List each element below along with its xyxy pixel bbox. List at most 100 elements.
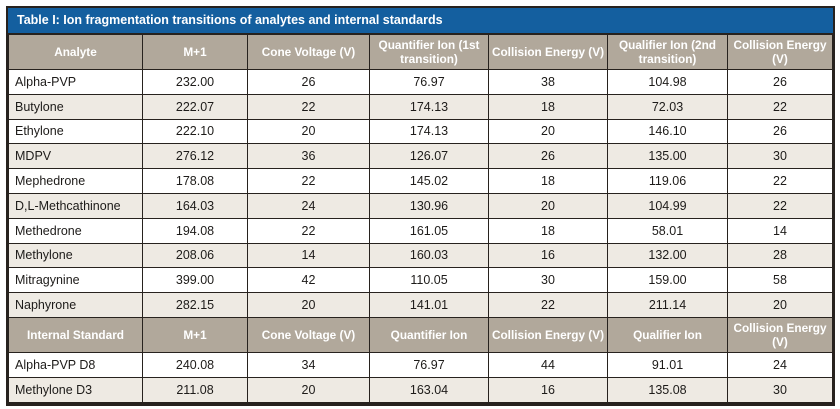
value-cell: 34 xyxy=(247,351,370,378)
value-cell: 160.03 xyxy=(369,242,489,269)
analytes-header-cell: Collision Energy (V) xyxy=(488,34,608,70)
value-cell: 22 xyxy=(247,217,370,244)
internal-standards-header-cell: Collision Energy (V) xyxy=(727,316,833,353)
value-cell: 222.07 xyxy=(142,93,248,120)
table-title: Table I: Ion fragmentation transitions o… xyxy=(8,8,833,34)
value-cell: 76.97 xyxy=(369,351,489,378)
value-cell: 194.08 xyxy=(142,217,248,244)
value-cell: 91.01 xyxy=(607,351,728,378)
analyte-name-cell: Butylone xyxy=(8,93,143,120)
value-cell: 104.98 xyxy=(607,69,728,95)
internal-standard-row: Methylone D3 211.08 20 163.04 16 135.08 30 xyxy=(8,376,833,403)
value-cell: 20 xyxy=(727,292,833,318)
value-cell: 72.03 xyxy=(607,93,728,120)
value-cell: 135.08 xyxy=(607,376,728,403)
value-cell: 130.96 xyxy=(369,192,489,219)
analyte-name-cell: Methylone xyxy=(8,242,143,269)
value-cell: 174.13 xyxy=(369,118,489,145)
ion-fragmentation-table: Analyte M+1 Cone Voltage (V) Quantifier Ion… xyxy=(8,34,833,403)
analyte-row: Mitragynine 399.00 42 110.05 30 159.00 58 xyxy=(8,267,833,294)
analytes-header-cell: Cone Voltage (V) xyxy=(247,34,370,70)
analytes-header-cell: Analyte xyxy=(8,34,143,70)
internal-standards-header-cell: Quantifier Ion xyxy=(369,316,489,353)
value-cell: 28 xyxy=(727,242,833,269)
value-cell: 42 xyxy=(247,267,370,294)
value-cell: 26 xyxy=(727,118,833,145)
analyte-name-cell: Mitragynine xyxy=(8,267,143,294)
internal-standards-body: Alpha-PVP D8 240.08 34 76.97 44 91.01 24 Methyl… xyxy=(8,351,833,403)
value-cell: 22 xyxy=(488,292,608,318)
value-cell: 26 xyxy=(488,143,608,170)
value-cell: 20 xyxy=(488,192,608,219)
value-cell: 26 xyxy=(727,69,833,95)
analytes-header-cell: Quantifier Ion (1st transition) xyxy=(369,34,489,70)
value-cell: 161.05 xyxy=(369,217,489,244)
value-cell: 36 xyxy=(247,143,370,170)
value-cell: 20 xyxy=(247,292,370,318)
value-cell: 14 xyxy=(727,217,833,244)
internal-standards-header-cell: Internal Standard xyxy=(8,316,143,353)
value-cell: 164.03 xyxy=(142,192,248,219)
value-cell: 104.99 xyxy=(607,192,728,219)
value-cell: 232.00 xyxy=(142,69,248,95)
table-frame: Table I: Ion fragmentation transitions o… xyxy=(6,6,835,406)
value-cell: 26 xyxy=(247,69,370,95)
analyte-name-cell: Alpha-PVP xyxy=(8,69,143,95)
analytes-body: Alpha-PVP 232.00 26 76.97 38 104.98 26 Butylone… xyxy=(8,69,833,318)
value-cell: 22 xyxy=(247,168,370,194)
analyte-row: Ethylone 222.10 20 174.13 20 146.10 26 xyxy=(8,118,833,145)
value-cell: 30 xyxy=(488,267,608,294)
analyte-row: MDPV 276.12 36 126.07 26 135.00 30 xyxy=(8,143,833,170)
value-cell: 24 xyxy=(247,192,370,219)
value-cell: 135.00 xyxy=(607,143,728,170)
value-cell: 282.15 xyxy=(142,292,248,318)
internal-standards-header-cell: Qualifier Ion xyxy=(607,316,728,353)
analyte-name-cell: Methylone D3 xyxy=(8,376,143,403)
value-cell: 208.06 xyxy=(142,242,248,269)
analytes-header-cell: Qualifier Ion (2nd transition) xyxy=(607,34,728,70)
value-cell: 30 xyxy=(727,376,833,403)
value-cell: 14 xyxy=(247,242,370,269)
value-cell: 22 xyxy=(727,168,833,194)
value-cell: 30 xyxy=(727,143,833,170)
value-cell: 163.04 xyxy=(369,376,489,403)
analyte-row: Methylone 208.06 14 160.03 16 132.00 28 xyxy=(8,242,833,269)
analyte-name-cell: Alpha-PVP D8 xyxy=(8,351,143,378)
analyte-name-cell: MDPV xyxy=(8,143,143,170)
value-cell: 240.08 xyxy=(142,351,248,378)
analyte-name-cell: D,L-Methcathinone xyxy=(8,192,143,219)
analyte-row: Mephedrone 178.08 22 145.02 18 119.06 22 xyxy=(8,168,833,194)
value-cell: 399.00 xyxy=(142,267,248,294)
analytes-header-cell: M+1 xyxy=(142,34,248,70)
value-cell: 18 xyxy=(488,93,608,120)
value-cell: 44 xyxy=(488,351,608,378)
analyte-name-cell: Mephedrone xyxy=(8,168,143,194)
analytes-header-cell: Collision Energy (V) xyxy=(727,34,833,70)
analyte-name-cell: Ethylone xyxy=(8,118,143,145)
value-cell: 211.08 xyxy=(142,376,248,403)
value-cell: 58 xyxy=(727,267,833,294)
value-cell: 110.05 xyxy=(369,267,489,294)
value-cell: 22 xyxy=(247,93,370,120)
analytes-header-row: Analyte M+1 Cone Voltage (V) Quantifier Ion… xyxy=(8,34,833,70)
analytes-header-row: Analyte M+1 Cone Voltage (V) Quantifier Ion… xyxy=(8,34,833,70)
value-cell: 16 xyxy=(488,242,608,269)
value-cell: 159.00 xyxy=(607,267,728,294)
internal-standards-header-cell: M+1 xyxy=(142,316,248,353)
analyte-name-cell: Methedrone xyxy=(8,217,143,244)
analyte-row: Butylone 222.07 22 174.13 18 72.03 22 xyxy=(8,93,833,120)
value-cell: 20 xyxy=(247,376,370,403)
value-cell: 276.12 xyxy=(142,143,248,170)
value-cell: 222.10 xyxy=(142,118,248,145)
value-cell: 24 xyxy=(727,351,833,378)
value-cell: 18 xyxy=(488,217,608,244)
value-cell: 132.00 xyxy=(607,242,728,269)
value-cell: 174.13 xyxy=(369,93,489,120)
value-cell: 20 xyxy=(247,118,370,145)
value-cell: 119.06 xyxy=(607,168,728,194)
value-cell: 211.14 xyxy=(607,292,728,318)
analyte-row: D,L-Methcathinone 164.03 24 130.96 20 104.99 2… xyxy=(8,192,833,219)
value-cell: 38 xyxy=(488,69,608,95)
value-cell: 22 xyxy=(727,192,833,219)
